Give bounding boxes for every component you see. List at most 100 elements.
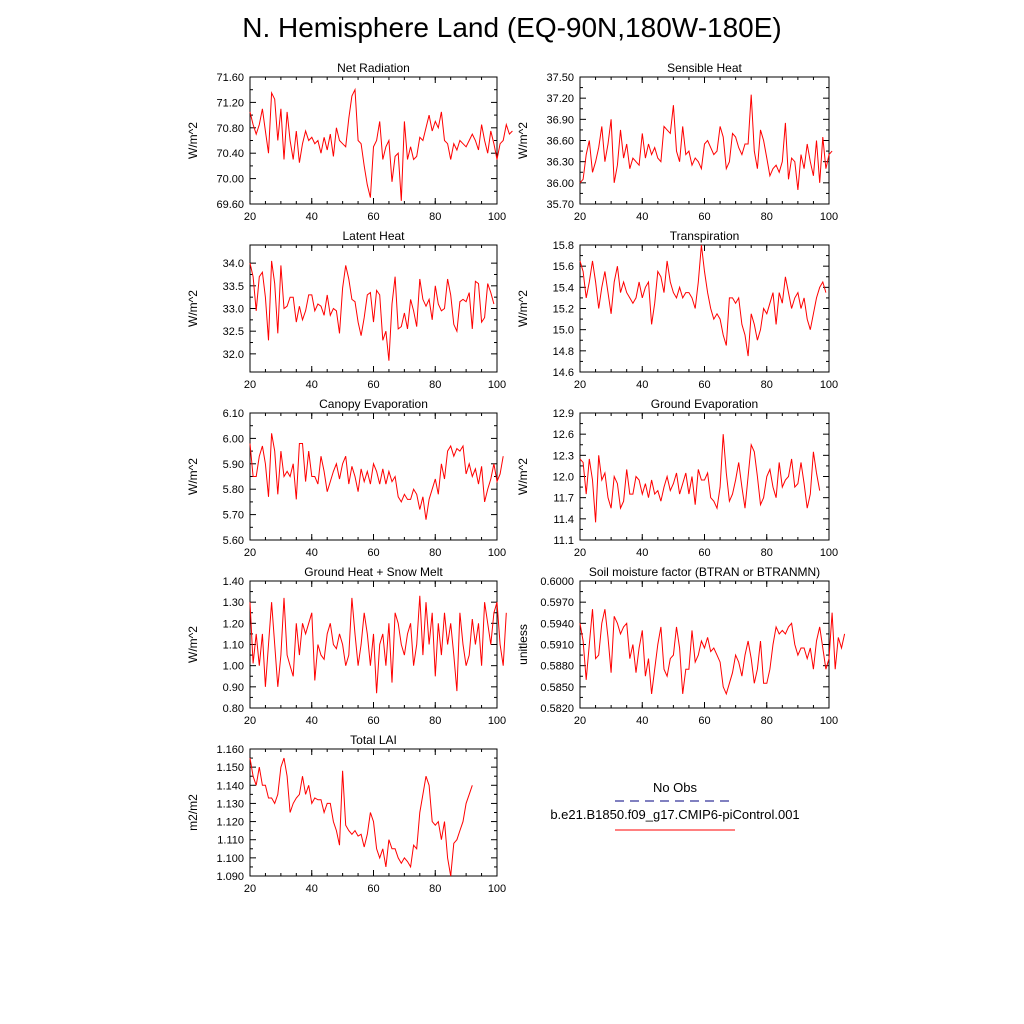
y-axis-label: W/m^2	[516, 290, 530, 327]
plot-frame	[249, 412, 498, 541]
y-tick-label: 6.10	[223, 408, 244, 420]
y-tick-label: 69.60	[216, 199, 244, 211]
y-tick-label: 36.90	[546, 114, 574, 126]
y-tick-label: 1.120	[216, 817, 244, 829]
chart-panel-6: Ground Heat + Snow Melt W/m^2 20 40 60 80 100 0…	[186, 565, 507, 727]
series-line	[249, 757, 473, 877]
y-axis-label: m2/m2	[186, 794, 200, 831]
panel-title: Latent Heat	[342, 229, 405, 243]
y-tick-label: 70.40	[216, 148, 244, 160]
series-line	[249, 87, 513, 201]
y-tick-label: 14.8	[553, 346, 574, 358]
x-tick-label: 40	[306, 715, 318, 727]
series-line	[579, 94, 833, 190]
x-tick-label: 20	[244, 715, 256, 727]
y-tick-label: 12.9	[553, 408, 574, 420]
y-tick-label: 0.5820	[540, 703, 574, 715]
x-tick-label: 20	[574, 379, 586, 391]
x-tick-label: 20	[574, 211, 586, 223]
x-tick-label: 40	[636, 547, 648, 559]
y-tick-label: 32.0	[223, 349, 244, 361]
x-tick-label: 100	[488, 715, 506, 727]
y-tick-label: 1.00	[223, 661, 244, 673]
chart-panel-0: Net Radiation W/m^2 20 40 60 80 100 69.60 70.00 7…	[186, 61, 513, 223]
y-tick-label: 0.90	[223, 682, 244, 694]
y-tick-label: 5.80	[223, 484, 244, 496]
figure-title: N. Hemisphere Land (EQ-90N,180W-180E)	[242, 12, 782, 43]
x-tick-label: 100	[488, 547, 506, 559]
panel-title: Soil moisture factor (BTRAN or BTRANMN)	[589, 565, 820, 579]
x-tick-label: 100	[820, 715, 838, 727]
plot-frame	[249, 748, 498, 877]
x-tick-label: 60	[367, 715, 379, 727]
series-line	[249, 595, 507, 694]
x-tick-label: 60	[367, 883, 379, 895]
x-tick-label: 80	[429, 379, 441, 391]
y-tick-label: 71.60	[216, 72, 244, 84]
x-tick-label: 100	[820, 547, 838, 559]
panel-title: Net Radiation	[337, 61, 410, 75]
y-tick-label: 1.20	[223, 618, 244, 630]
y-tick-label: 0.5970	[540, 597, 574, 609]
x-tick-label: 80	[761, 715, 773, 727]
x-tick-label: 80	[429, 211, 441, 223]
y-axis-label: unitless	[516, 624, 530, 665]
y-tick-label: 37.50	[546, 72, 574, 84]
y-tick-label: 35.70	[546, 199, 574, 211]
y-tick-label: 1.140	[216, 780, 244, 792]
y-tick-label: 37.20	[546, 93, 574, 105]
y-tick-label: 1.30	[223, 597, 244, 609]
x-tick-label: 20	[244, 883, 256, 895]
x-tick-label: 60	[367, 547, 379, 559]
y-tick-label: 6.00	[223, 433, 244, 445]
x-tick-label: 60	[367, 211, 379, 223]
x-tick-label: 100	[488, 211, 506, 223]
y-tick-label: 0.5880	[540, 661, 574, 673]
x-tick-label: 80	[429, 715, 441, 727]
x-tick-label: 100	[820, 379, 838, 391]
y-tick-label: 36.60	[546, 136, 574, 148]
y-tick-label: 14.6	[553, 367, 574, 379]
y-tick-label: 15.6	[553, 261, 574, 273]
x-tick-label: 60	[698, 547, 710, 559]
chart-panel-7: Soil moisture factor (BTRAN or BTRANMN) u…	[516, 565, 846, 727]
y-tick-label: 15.8	[553, 240, 574, 252]
x-tick-label: 20	[244, 547, 256, 559]
y-tick-label: 5.60	[223, 535, 244, 547]
y-tick-label: 0.5940	[540, 618, 574, 630]
y-tick-label: 1.130	[216, 798, 244, 810]
legend-model-label: b.e21.B1850.f09_g17.CMIP6-piControl.001	[550, 807, 799, 822]
x-tick-label: 100	[820, 211, 838, 223]
plot-frame	[579, 412, 830, 541]
x-tick-label: 60	[698, 379, 710, 391]
y-axis-label: W/m^2	[516, 122, 530, 159]
panel-title: Total LAI	[350, 733, 397, 747]
x-tick-label: 60	[698, 211, 710, 223]
panel-title: Transpiration	[670, 229, 740, 243]
y-axis-label: W/m^2	[186, 458, 200, 495]
legend-obs-label: No Obs	[653, 780, 698, 795]
plot-frame	[579, 76, 830, 205]
y-tick-label: 12.6	[553, 429, 574, 441]
y-tick-label: 15.4	[553, 282, 574, 294]
series-line	[579, 434, 821, 523]
x-tick-label: 20	[574, 715, 586, 727]
y-tick-label: 5.70	[223, 510, 244, 522]
series-line	[249, 260, 495, 361]
y-tick-label: 70.80	[216, 123, 244, 135]
y-tick-label: 0.5850	[540, 682, 574, 694]
y-tick-label: 1.10	[223, 640, 244, 652]
y-tick-label: 15.0	[553, 325, 574, 337]
x-tick-label: 80	[761, 547, 773, 559]
panel-title: Ground Evaporation	[651, 397, 758, 411]
y-tick-label: 1.160	[216, 744, 244, 756]
chart-panel-3: Transpiration W/m^2 20 40 60 80 100 14.6 14.8 15.…	[516, 229, 838, 391]
panel-title: Ground Heat + Snow Melt	[304, 565, 443, 579]
y-tick-label: 36.30	[546, 157, 574, 169]
y-tick-label: 12.0	[553, 472, 574, 484]
y-axis-label: W/m^2	[186, 626, 200, 663]
y-tick-label: 1.110	[217, 835, 244, 847]
chart-panel-5: Ground Evaporation W/m^2 20 40 60 80 100 11.1 11…	[516, 397, 838, 559]
x-tick-label: 40	[306, 547, 318, 559]
x-tick-label: 20	[574, 547, 586, 559]
